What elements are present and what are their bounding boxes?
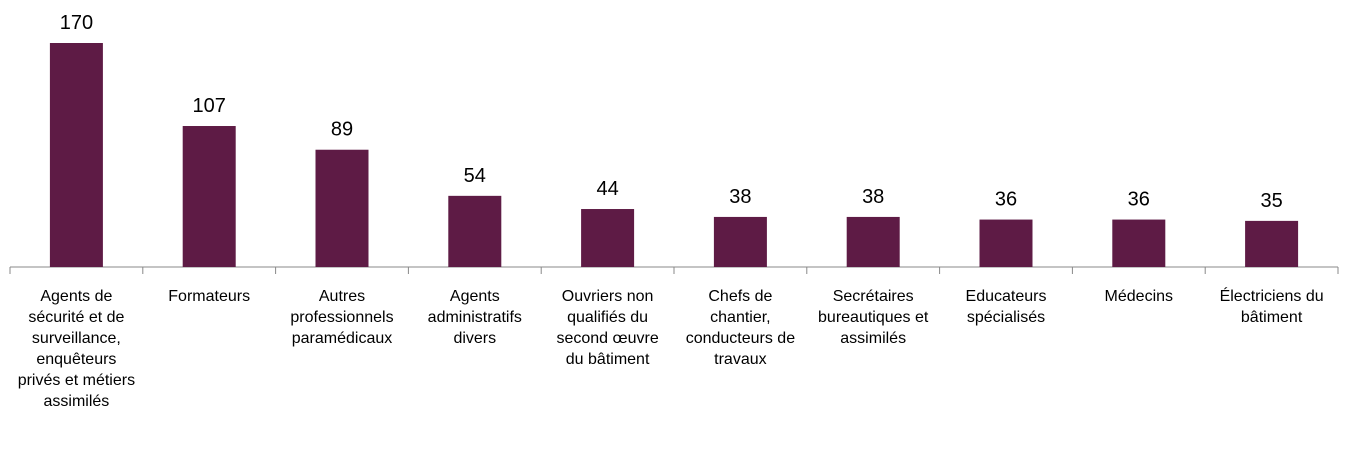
x-tick-label: Agents administratifs divers: [427, 288, 522, 347]
bar: [581, 209, 635, 267]
bar: [1112, 219, 1166, 267]
value-label: 44: [596, 178, 618, 200]
value-label: 36: [1128, 189, 1150, 211]
value-label: 54: [464, 165, 486, 187]
value-label: 107: [193, 95, 226, 117]
bar: [315, 149, 369, 267]
value-label: 35: [1260, 190, 1282, 212]
value-label: 38: [729, 186, 751, 208]
x-tick-label: Educateurs spécialisés: [965, 288, 1047, 326]
x-tick-label: Ouvriers non qualifiés du second œuvre d…: [556, 288, 659, 368]
bar: [448, 195, 502, 267]
value-label: 89: [331, 119, 353, 141]
x-tick-label: Chefs de chantier, conducteurs de travau…: [685, 288, 796, 368]
bar: [846, 216, 900, 267]
value-label: 38: [862, 186, 884, 208]
bar: [182, 126, 236, 267]
bar: [979, 219, 1033, 267]
x-tick-label: Médecins: [1104, 288, 1174, 305]
x-tick-label: Agents de sécurité et de surveillance, e…: [17, 288, 136, 410]
x-tick-label: Autres professionnels paramédicaux: [290, 288, 394, 347]
value-label: 170: [60, 12, 93, 34]
x-tick-label: Formateurs: [168, 288, 251, 305]
x-tick-label: Secrétaires bureautiques et assimilés: [818, 288, 929, 347]
value-label: 36: [995, 189, 1017, 211]
x-tick-label: Électriciens du bâtiment: [1219, 288, 1324, 326]
bar: [1245, 220, 1299, 267]
bar: [49, 43, 103, 267]
bar: [713, 216, 767, 267]
